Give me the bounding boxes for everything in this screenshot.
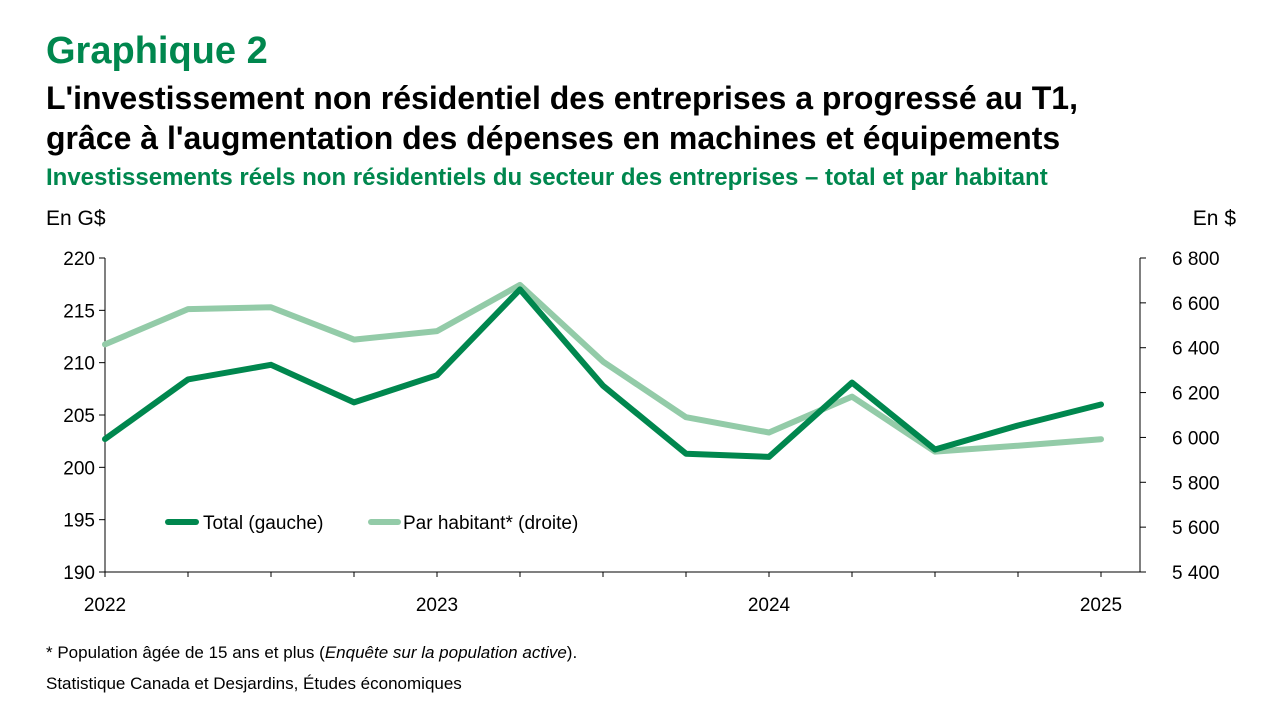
chart-title-line-2: grâce à l'augmentation des dépenses en m…	[46, 120, 1061, 156]
left-axis-unit-label: En G$	[46, 207, 106, 230]
right-axis-tick-label: 5 400	[1172, 563, 1220, 584]
left-axis-tick-label: 220	[63, 249, 95, 270]
chart-subtitle: Investissements réels non résidentiels d…	[46, 164, 1048, 191]
left-axis-tick-label: 200	[63, 458, 95, 479]
legend-label-per-capita: Par habitant* (droite)	[403, 513, 578, 534]
right-axis-unit-label: En $	[1192, 207, 1236, 230]
right-axis-tick-label: 5 600	[1172, 518, 1220, 539]
left-axis-tick-label: 210	[63, 354, 95, 375]
x-axis-tick-label: 2022	[84, 595, 126, 616]
left-axis-tick-label: 205	[63, 406, 95, 427]
right-axis-tick-label: 6 000	[1172, 428, 1220, 449]
right-axis-tick-label: 6 200	[1172, 384, 1220, 405]
right-axis-tick-label: 6 800	[1172, 249, 1220, 270]
right-axis-tick-label: 6 400	[1172, 339, 1220, 360]
legend-label-total: Total (gauche)	[203, 513, 323, 534]
series-line-total	[102, 286, 1104, 460]
footnote: * Population âgée de 15 ans et plus (Enq…	[46, 643, 577, 663]
left-axis-tick-label: 215	[63, 301, 95, 322]
footnote-survey-name: Enquête sur la population active	[324, 643, 567, 662]
source-note: Statistique Canada et Desjardins, Études…	[46, 674, 462, 693]
right-axis-tick-label: 6 600	[1172, 294, 1220, 315]
chart-series	[102, 281, 1104, 460]
footnote-suffix: ).	[566, 643, 578, 662]
chart-axes: 190 195 200 205 210 215 220 5 400 5 600 5 800 6 00…	[63, 249, 1219, 616]
left-axis-tick-label: 195	[63, 511, 95, 532]
chart-legend: Total (gauche) Par habitant* (droite)	[165, 513, 578, 534]
right-axis-tick-label: 5 800	[1172, 473, 1220, 494]
x-axis-tick-label: 2023	[416, 595, 458, 616]
footnote-prefix: * Population âgée de 15 ans et plus (	[46, 643, 325, 662]
chart-kicker: Graphique 2	[46, 30, 268, 72]
left-axis-tick-label: 190	[63, 563, 95, 584]
x-axis-tick-label: 2025	[1080, 595, 1122, 616]
chart-title-line-1: L'investissement non résidentiel des ent…	[46, 80, 1078, 116]
x-axis-tick-label: 2024	[748, 595, 791, 616]
